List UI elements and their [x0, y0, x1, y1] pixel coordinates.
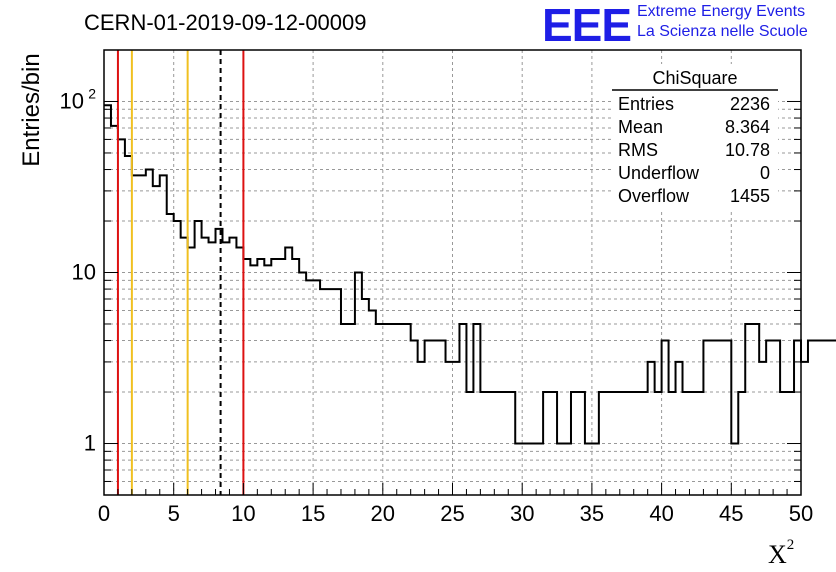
- x-tick-label: 45: [719, 501, 743, 526]
- x-tick-label: 15: [301, 501, 325, 526]
- y-tick-label: 10: [72, 260, 96, 285]
- stats-value: 1455: [730, 186, 770, 206]
- y-tick-exponent: 2: [88, 85, 96, 101]
- stats-label: RMS: [618, 140, 658, 160]
- stats-value: 8.364: [725, 117, 770, 137]
- logo-subtitle-1: Extreme Energy Events: [637, 3, 806, 20]
- x-tick-label: 20: [371, 501, 395, 526]
- stats-label: Overflow: [618, 186, 690, 206]
- stats-label: Entries: [618, 94, 674, 114]
- stats-label: Mean: [618, 117, 663, 137]
- x-tick-label: 25: [440, 501, 464, 526]
- eee-logo: EEE: [542, 0, 632, 51]
- x-tick-label: 30: [510, 501, 534, 526]
- stats-value: 10.78: [725, 140, 770, 160]
- stats-value: 0: [760, 163, 770, 183]
- x-tick-label: 10: [231, 501, 255, 526]
- x-tick-label: 0: [98, 501, 110, 526]
- x-tick-label: 50: [789, 501, 813, 526]
- stats-title: ChiSquare: [652, 68, 737, 88]
- stats-label: Underflow: [618, 163, 700, 183]
- x-tick-label: 40: [649, 501, 673, 526]
- x-axis-label-base: X: [768, 540, 787, 569]
- logo-subtitle-2: La Scienza nelle Scuole: [637, 23, 808, 40]
- x-axis-label-sup: 2: [786, 537, 795, 554]
- x-tick-label: 35: [580, 501, 604, 526]
- stats-value: 2236: [730, 94, 770, 114]
- chart-title: CERN-01-2019-09-12-00009: [84, 10, 367, 35]
- x-axis-label: X2: [768, 537, 795, 570]
- stats-box-bg: [612, 64, 778, 212]
- x-tick-label: 5: [168, 501, 180, 526]
- histogram-series: [104, 104, 836, 445]
- y-tick-label: 10: [60, 88, 84, 113]
- y-tick-label: 1: [84, 431, 96, 456]
